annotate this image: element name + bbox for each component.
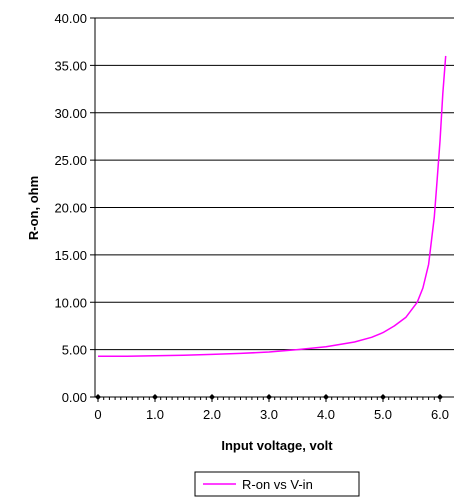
axes <box>90 17 454 402</box>
y-tick-label: 0.00 <box>62 390 87 405</box>
x-axis-marker <box>266 394 272 400</box>
y-tick-label: 35.00 <box>54 58 87 73</box>
series-lines <box>98 55 447 358</box>
y-tick-label: 30.00 <box>54 106 87 121</box>
gridlines <box>95 17 454 351</box>
x-tick-label: 1.0 <box>146 407 164 422</box>
x-tick-label: 0 <box>94 407 101 422</box>
legend-label: R-on vs V-in <box>242 477 313 492</box>
y-axis-title: R-on, ohm <box>26 176 41 240</box>
series-line-0 <box>98 55 447 358</box>
y-tick-label: 10.00 <box>54 295 87 310</box>
legend: R-on vs V-in <box>194 471 360 497</box>
y-tick-labels: 0.00 5.00 10.00 15.00 20.00 25.00 30.00 35.00 40… <box>54 11 87 405</box>
x-axis-marker <box>380 394 386 400</box>
x-axis-marker <box>152 394 158 400</box>
x-axis-marker <box>437 394 443 400</box>
x-tick-label: 5.0 <box>374 407 392 422</box>
x-tick-label: 6.0 <box>431 407 449 422</box>
y-tick-label: 15.00 <box>54 248 87 263</box>
y-tick-label: 20.00 <box>54 201 87 216</box>
x-axis-marker <box>95 394 101 400</box>
x-tick-label: 2.0 <box>203 407 221 422</box>
y-tick-label: 40.00 <box>54 11 87 26</box>
x-axis-marker <box>323 394 329 400</box>
x-axis-marker <box>209 394 215 400</box>
legend-box <box>194 471 360 497</box>
x-tick-label: 3.0 <box>260 407 278 422</box>
x-axis-title: Input voltage, volt <box>221 438 333 453</box>
y-tick-label: 5.00 <box>62 343 87 358</box>
y-tick-label: 25.00 <box>54 153 87 168</box>
x-tick-labels: 0 1.0 2.0 3.0 4.0 5.0 6.0 <box>94 407 449 422</box>
x-tick-label: 4.0 <box>317 407 335 422</box>
